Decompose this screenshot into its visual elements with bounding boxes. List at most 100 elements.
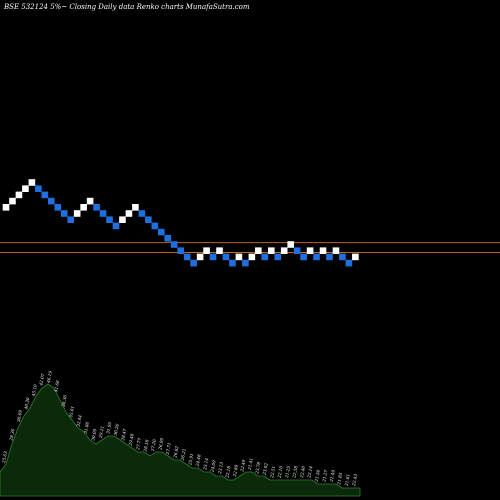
down-brick [345, 259, 353, 267]
volume-label: 22.40 [299, 465, 306, 479]
volume-label: 42.07 [38, 373, 45, 387]
up-brick [28, 179, 36, 186]
up-brick [119, 216, 126, 223]
volume-label: 29.21 [98, 426, 105, 440]
up-brick [332, 247, 340, 254]
down-brick [93, 204, 100, 211]
up-brick [319, 247, 327, 254]
up-brick [216, 247, 223, 254]
down-brick [47, 197, 55, 205]
down-brick [106, 216, 113, 223]
up-brick [280, 247, 288, 254]
volume-label: 23.13 [217, 461, 224, 475]
volume-label: 22.49 [239, 459, 246, 473]
volume-label: 21.49 [329, 469, 336, 483]
volume-label: 22.18 [224, 465, 231, 479]
volume-label: 22.58 [291, 465, 298, 479]
down-brick [190, 259, 197, 267]
down-brick [170, 241, 178, 248]
down-brick [99, 210, 107, 217]
down-brick [60, 210, 68, 217]
volume-label: 31.95 [105, 421, 112, 434]
up-brick [267, 247, 275, 254]
down-brick [41, 191, 49, 199]
volume-label: 21.61 [343, 473, 350, 487]
volume-label: 27.20 [150, 439, 157, 453]
down-brick [183, 253, 191, 261]
volume-label: 32.44 [76, 414, 83, 427]
down-brick [274, 253, 282, 261]
volume-label: 38.36 [61, 394, 68, 407]
volume-label: 27.77 [135, 437, 142, 451]
up-brick [15, 191, 23, 199]
volume-label: 45.10 [31, 384, 38, 398]
volume-label: 46.19 [46, 370, 53, 384]
up-brick [203, 247, 210, 254]
volume-label: 28.36 [8, 428, 15, 442]
volume-label: 25.91 [187, 453, 194, 467]
volume-label: 21.85 [336, 472, 343, 486]
down-brick [164, 235, 172, 242]
down-brick [242, 259, 249, 267]
down-brick [293, 247, 301, 254]
up-brick [235, 253, 243, 261]
volume-label: 28.18 [142, 439, 149, 453]
up-brick [80, 204, 87, 211]
down-brick [313, 253, 320, 261]
volume-label: 25.14 [202, 457, 209, 471]
volume-label: 30.26 [113, 423, 120, 436]
volume-label: 30.69 [16, 409, 23, 422]
down-brick [326, 253, 333, 261]
up-brick [22, 185, 29, 192]
volume-label: 27.71 [165, 442, 172, 456]
volume-label: 21.41 [247, 457, 254, 471]
down-brick [229, 259, 236, 267]
volume-label: 21.50 [314, 469, 321, 483]
down-brick [145, 216, 152, 223]
volume-label: 21.27 [321, 469, 328, 483]
volume-label: 35.01 [68, 405, 75, 418]
volume-label: 22.43 [351, 473, 358, 487]
down-brick [138, 210, 146, 217]
volume-label: 22.89 [232, 464, 239, 478]
down-brick [339, 253, 346, 261]
chart-header: BSE 532124 5%~ Closing Daily data Renko … [3, 3, 250, 11]
volume-area [0, 383, 361, 497]
reference-lines [0, 242, 500, 254]
up-brick [86, 197, 94, 205]
volume-label: 22.14 [306, 465, 313, 479]
volume-label: 26.82 [172, 445, 179, 459]
up-brick [132, 204, 139, 211]
volume-label: 40.30 [23, 397, 30, 411]
volume-label: 24.09 [209, 459, 216, 473]
volume-label: 31.86 [83, 421, 90, 434]
up-brick [287, 241, 294, 248]
volume-label: 26.99 [157, 437, 164, 451]
volume-label: 23.78 [254, 461, 261, 475]
up-brick [352, 253, 359, 261]
up-brick [2, 204, 10, 211]
down-brick [67, 216, 74, 223]
up-brick [255, 247, 262, 254]
volume-label: 25.63 [1, 450, 8, 464]
down-brick [54, 204, 62, 211]
volume-label: 28.47 [120, 428, 127, 442]
up-brick [306, 247, 314, 254]
volume-label: 23.02 [261, 462, 268, 476]
down-brick [157, 228, 165, 236]
down-brick [35, 185, 42, 192]
volume-label: 41.66 [53, 379, 60, 393]
down-brick [261, 253, 269, 261]
down-brick [112, 222, 120, 230]
down-brick [300, 253, 307, 261]
up-brick [9, 197, 16, 205]
volume-label: 22.51 [269, 465, 276, 479]
volume-label: 21.25 [284, 465, 291, 479]
up-brick [125, 210, 133, 217]
down-brick [222, 253, 230, 261]
down-brick [209, 253, 217, 261]
down-brick [151, 222, 159, 230]
up-brick [196, 253, 204, 261]
